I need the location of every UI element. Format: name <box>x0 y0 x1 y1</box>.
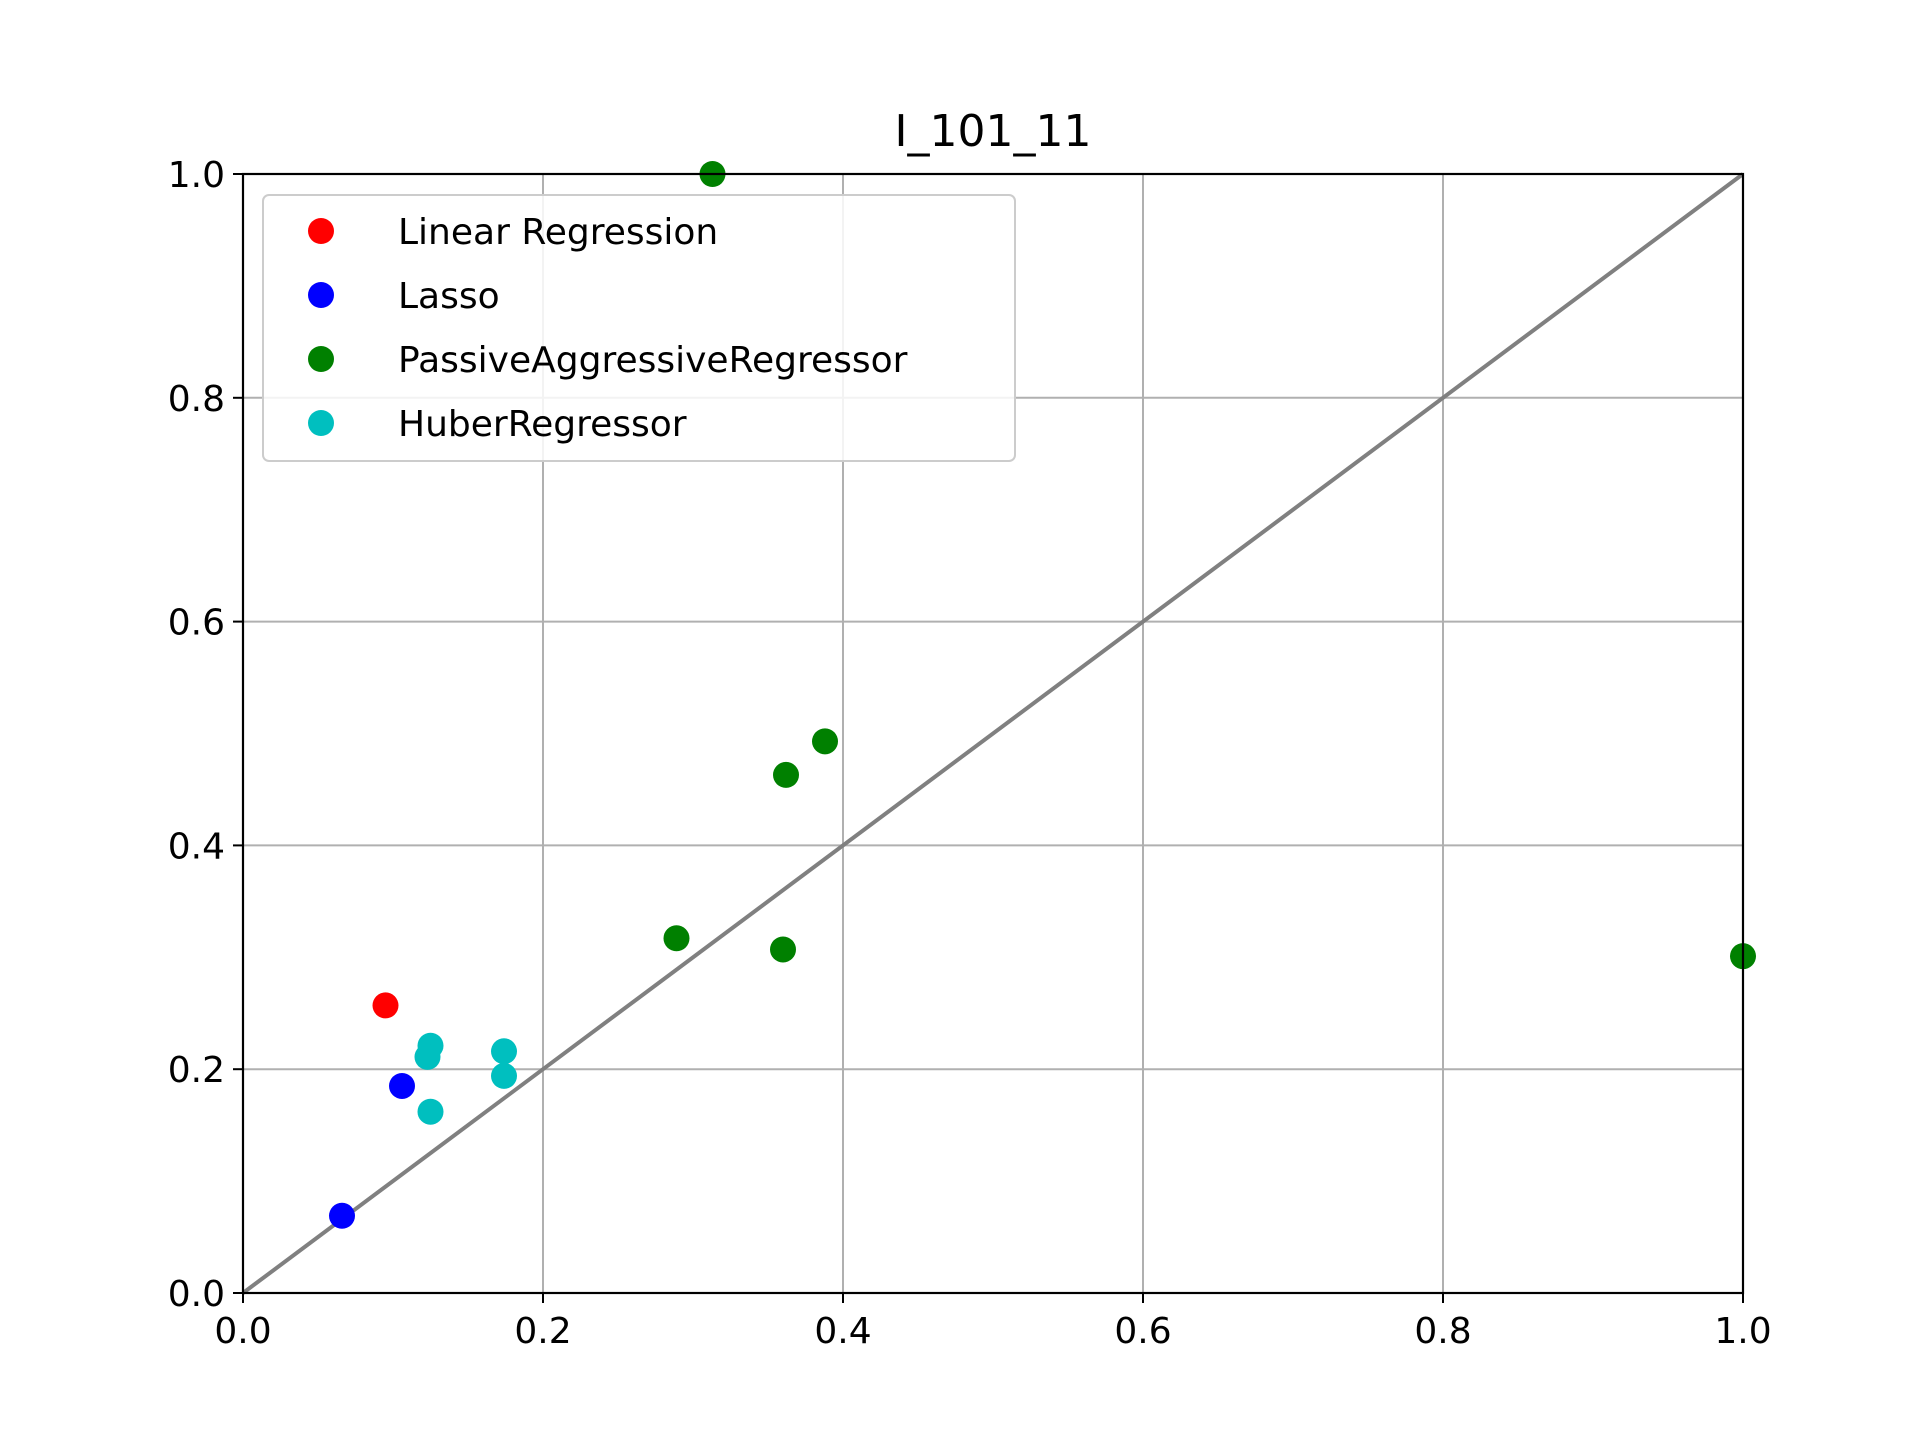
x-tick-label: 0.6 <box>1114 1311 1171 1352</box>
plot-frame <box>241 172 1745 1295</box>
point-passiveaggressiveregressor <box>663 925 690 952</box>
y-axis: 0.0 0.2 0.4 0.6 0.8 1.0 <box>168 155 243 1315</box>
reference-line-layer <box>241 172 1745 1295</box>
legend-label-lasso: Lasso <box>398 276 500 317</box>
y-tick-label: 0.6 <box>168 603 225 644</box>
point-huberregressor <box>491 1038 517 1065</box>
point-passiveaggressiveregressor <box>812 728 838 755</box>
point-lasso <box>389 1072 415 1099</box>
x-tick-label: 0.2 <box>514 1311 571 1352</box>
point-huberregressor <box>417 1098 444 1125</box>
point-huberregressor <box>491 1062 517 1089</box>
x-axis: 0.0 0.2 0.4 0.6 0.8 1.0 <box>214 1293 1772 1352</box>
points-layer <box>329 161 1756 1229</box>
point-lasso <box>329 1202 355 1229</box>
legend-marker-linear-regression <box>308 218 334 244</box>
legend-label-linear-regression: Linear Regression <box>398 212 718 253</box>
legend-marker-passiveaggressiveregressor <box>308 346 334 372</box>
y-tick-label: 0.0 <box>168 1274 225 1315</box>
y-tick-label: 0.8 <box>168 379 225 420</box>
y-tick-label: 0.2 <box>168 1050 225 1091</box>
point-huberregressor <box>414 1043 441 1070</box>
x-tick-label: 1.0 <box>1714 1311 1771 1352</box>
legend-marker-huberregressor <box>308 410 334 436</box>
point-passiveaggressiveregressor <box>770 936 796 963</box>
legend: Linear Regression Lasso PassiveAggressiveR… <box>262 194 1016 462</box>
point-linear-regression <box>372 992 399 1019</box>
x-tick-label: 0.8 <box>1414 1311 1471 1352</box>
x-tick-label: 0.4 <box>814 1311 871 1352</box>
y-tick-label: 1.0 <box>168 155 225 196</box>
x-tick-label: 0.0 <box>214 1311 271 1352</box>
diagonal-reference-line <box>241 172 1745 1295</box>
legend-marker-lasso <box>308 282 334 308</box>
legend-box <box>262 194 1016 462</box>
legend-label-passiveaggressiveregressor: PassiveAggressiveRegressor <box>398 340 908 381</box>
legend-label-huberregressor: HuberRegressor <box>398 404 687 445</box>
chart-title: I_101_11 <box>895 106 1092 157</box>
point-passiveaggressiveregressor <box>773 761 799 788</box>
y-tick-label: 0.4 <box>168 826 225 867</box>
